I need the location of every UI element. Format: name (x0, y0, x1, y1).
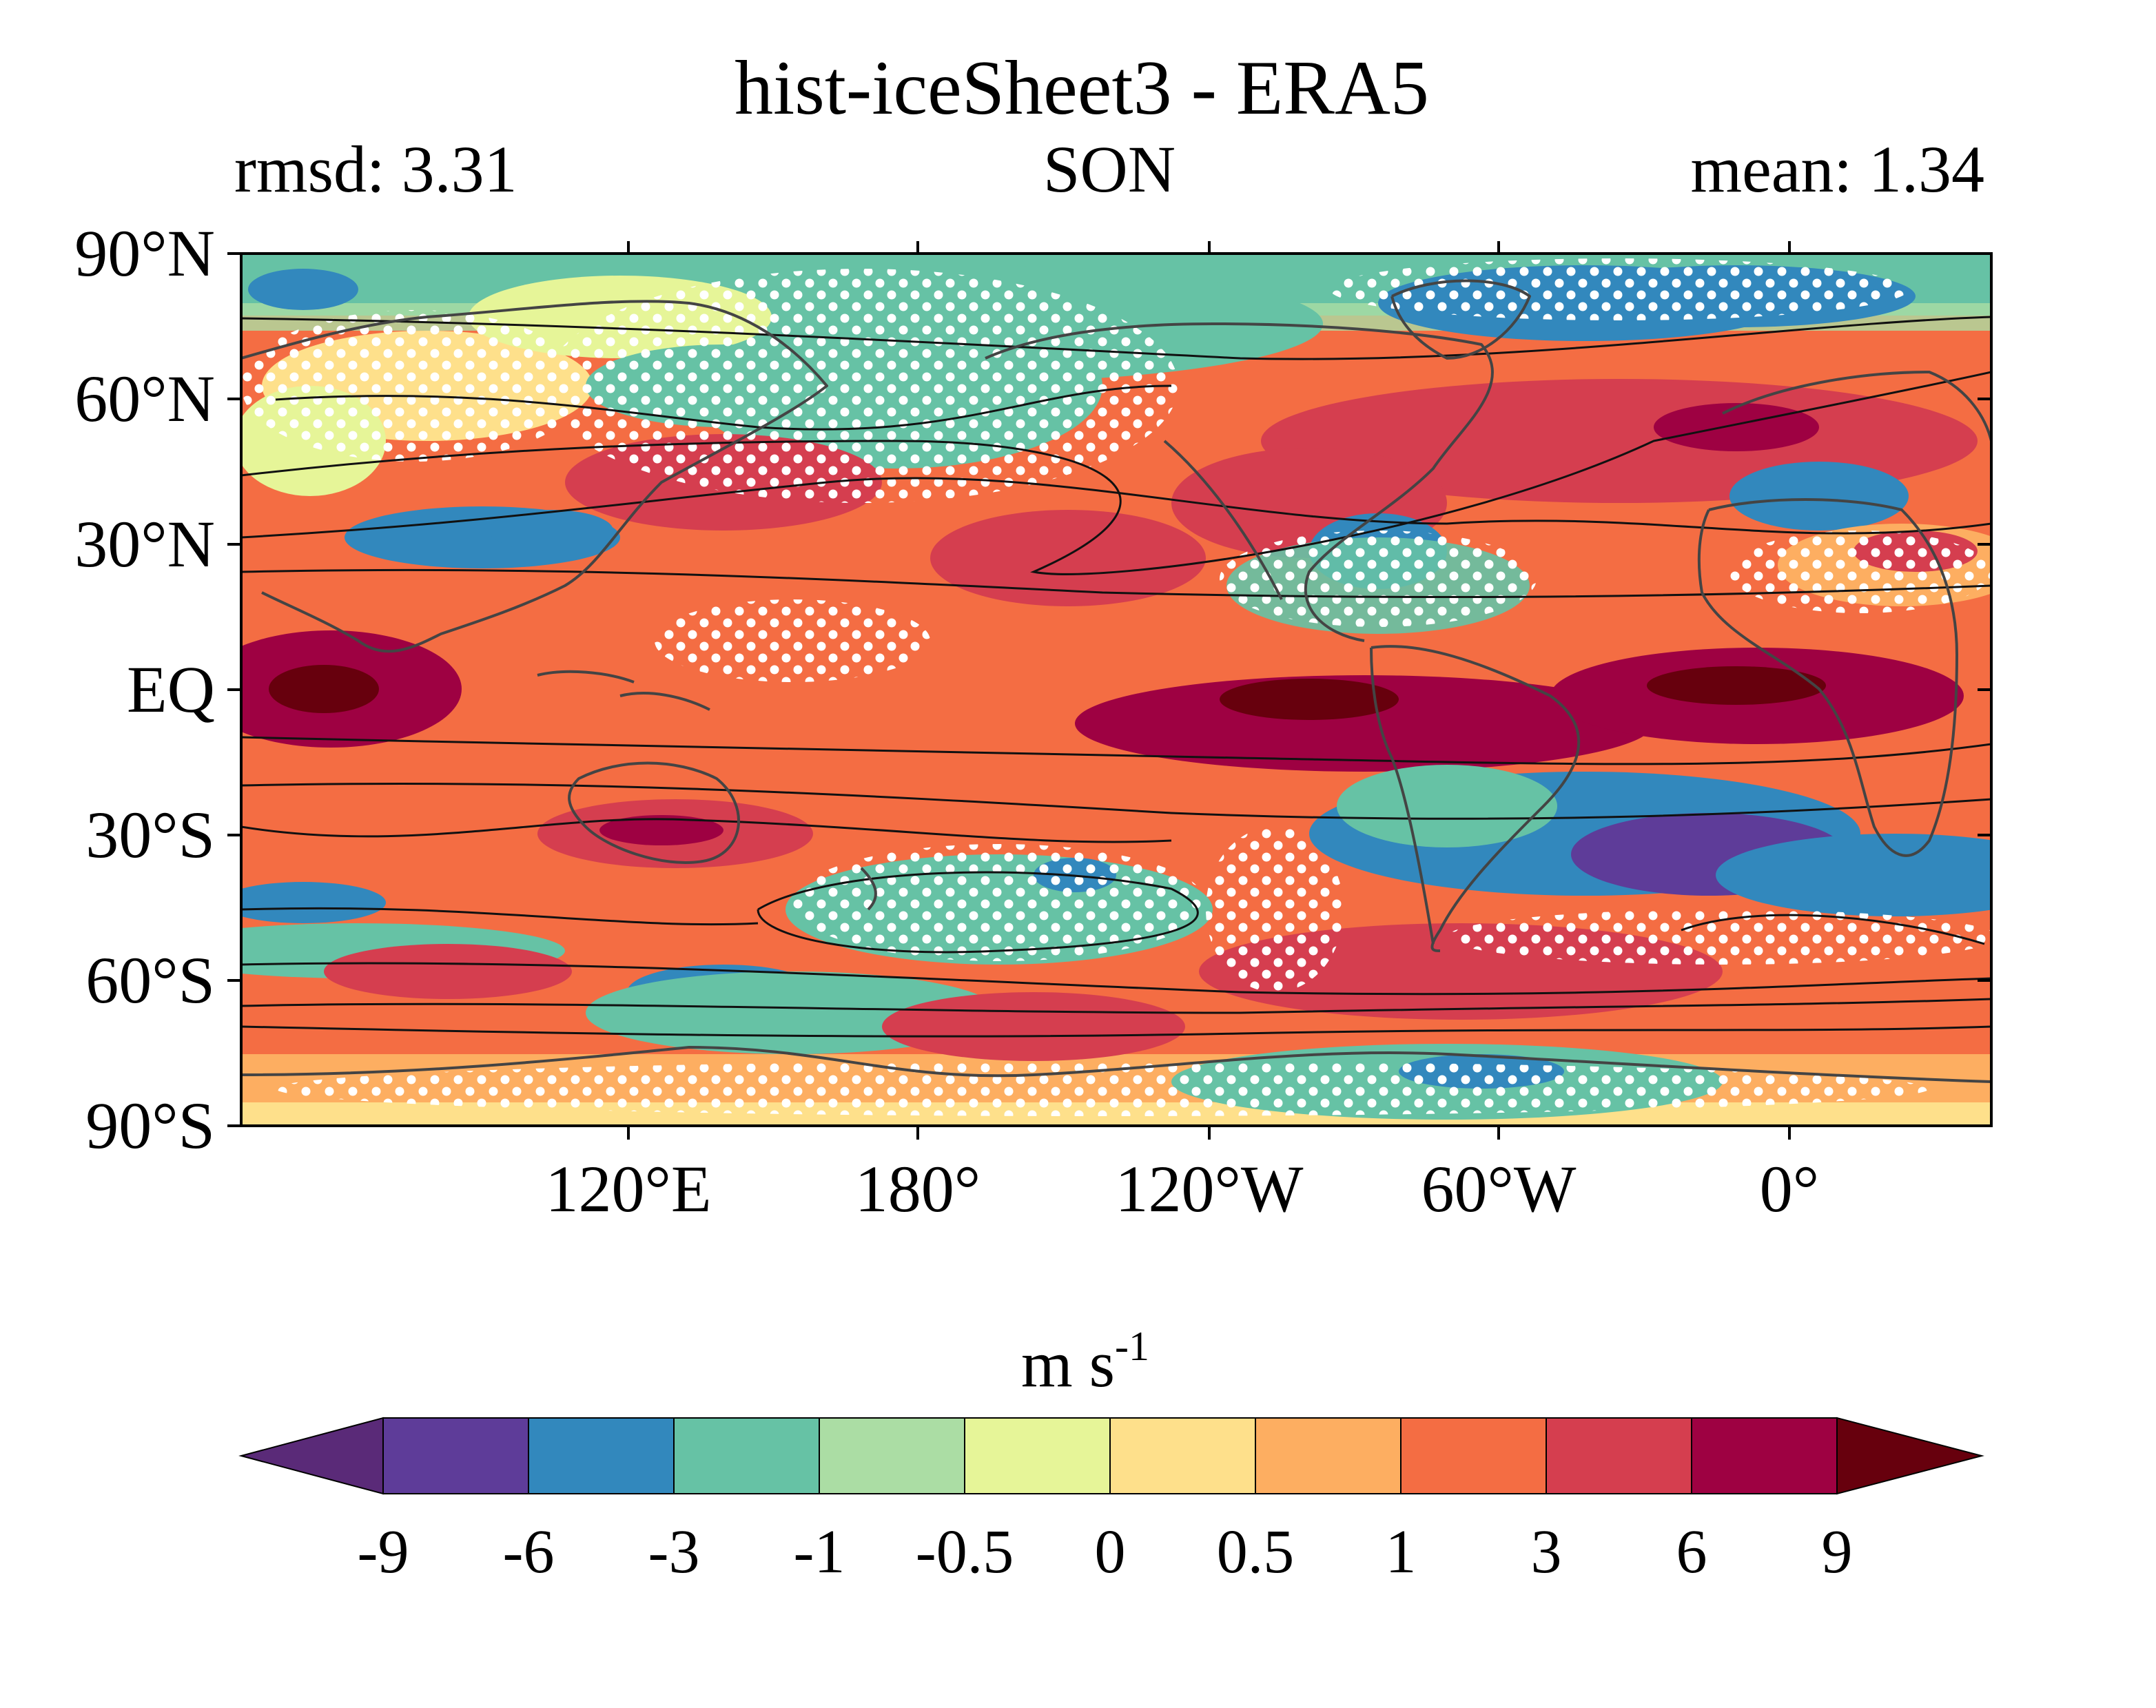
lat-label-30s: 30°S (85, 798, 215, 872)
stippling (241, 258, 1991, 1116)
lat-label-90s: 90°S (85, 1089, 215, 1162)
lat-label-90n: 90°N (74, 216, 215, 290)
colorbar-swatch (1255, 1417, 1402, 1494)
lat-label-60n: 60°N (74, 362, 215, 435)
unit-exponent: -1 (1115, 1324, 1149, 1369)
map-field (241, 254, 1991, 1126)
colorbar-tick-label: 6 (1676, 1518, 1707, 1586)
colorbar-swatch (382, 1417, 529, 1494)
lon-label-0: 0° (1760, 1152, 1819, 1226)
lat-label-eq: EQ (127, 652, 215, 726)
lat-label-60s: 60°S (85, 943, 215, 1017)
colorbar-tick-label: 3 (1531, 1518, 1562, 1586)
lon-label-120e: 120°E (545, 1152, 711, 1226)
colorbar-swatch (964, 1417, 1111, 1494)
plot-title: hist-iceSheet3 - ERA5 (735, 45, 1429, 131)
colorbar-unit-label: m s-1 (1021, 1324, 1149, 1401)
colorbar-tick-label: 0 (1095, 1518, 1126, 1586)
colorbar (238, 1417, 1984, 1495)
lon-label-180: 180° (855, 1152, 981, 1226)
colorbar-tick-label: -9 (358, 1518, 409, 1586)
colorbar-swatch (1546, 1417, 1692, 1494)
colorbar-tick-label: -0.5 (916, 1518, 1014, 1586)
colorbar-tick-label: 9 (1822, 1518, 1853, 1586)
colorbar-tick-label: -3 (648, 1518, 700, 1586)
axis-ticks (227, 241, 1991, 1140)
colorbar-tick-label: 1 (1386, 1518, 1417, 1586)
colorbar-swatch (1109, 1417, 1256, 1494)
climatology-contours (241, 316, 1991, 1038)
coastlines (241, 279, 1991, 1083)
season-label: SON (1043, 132, 1175, 206)
colorbar-swatch (1400, 1417, 1547, 1494)
colorbar-extend-high (1836, 1417, 1984, 1495)
colorbar-swatch (1691, 1417, 1838, 1494)
colorbar-labels: -9 -6 -3 -1 -0.5 0 0.5 1 3 6 9 (358, 1518, 1853, 1586)
colorbar-tick-label: -6 (503, 1518, 555, 1586)
lon-label-60w: 60°W (1421, 1152, 1577, 1226)
rmsd-label: rmsd: 3.31 (234, 132, 517, 206)
colorbar-tick-label: -1 (794, 1518, 845, 1586)
mean-label: mean: 1.34 (1690, 132, 1984, 206)
unit-base: m s (1021, 1327, 1115, 1401)
lon-label-120w: 120°W (1116, 1152, 1304, 1226)
lat-label-30n: 30°N (74, 507, 215, 581)
colorbar-swatch (528, 1417, 675, 1494)
colorbar-tick-label: 0.5 (1217, 1518, 1295, 1586)
colorbar-swatch (673, 1417, 820, 1494)
colorbar-extend-low (238, 1417, 384, 1495)
longitude-labels: 120°E 180° 120°W 60°W 0° (545, 1152, 1819, 1226)
latitude-labels: 90°N 60°N 30°N EQ 30°S 60°S 90°S (74, 216, 215, 1162)
colorbar-swatch (819, 1417, 965, 1494)
